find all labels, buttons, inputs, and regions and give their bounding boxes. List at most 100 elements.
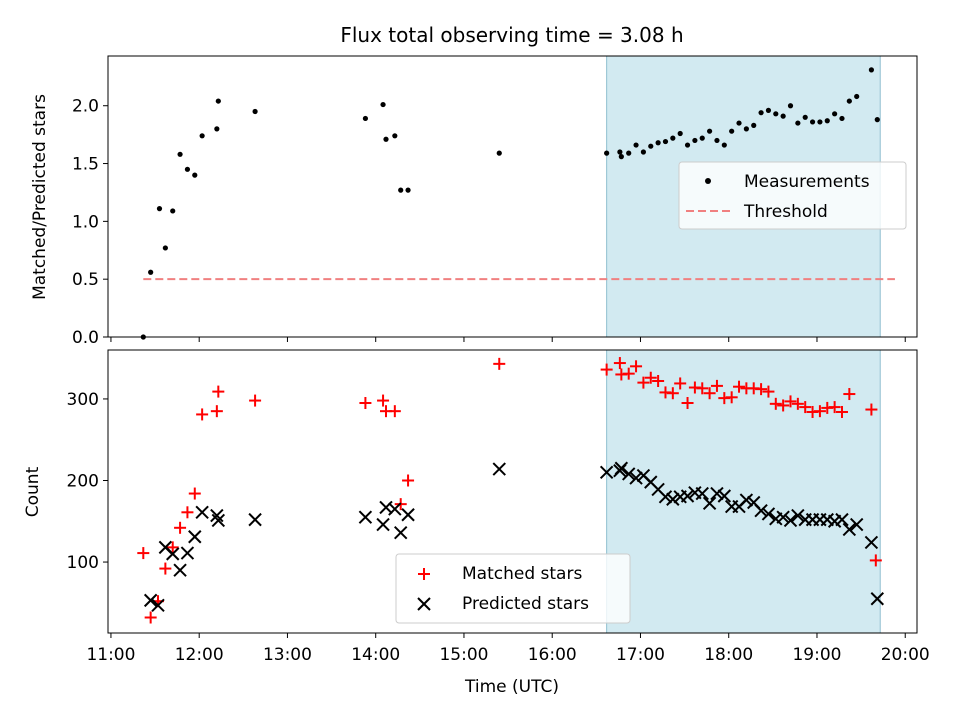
legend-measurements-marker <box>705 178 711 184</box>
predicted-star-point <box>658 490 673 504</box>
measurement-point <box>170 208 176 214</box>
x-tick-label: 19:00 <box>792 645 841 665</box>
measurement-point <box>156 206 163 212</box>
x-tick-label: 15:00 <box>439 645 488 665</box>
x-tick-label: 12:00 <box>175 645 224 665</box>
x-tick-label: 20:00 <box>881 645 930 665</box>
measurement-point <box>874 117 880 123</box>
bottom-axes-frame <box>107 349 918 634</box>
predicted-star-point <box>210 508 224 523</box>
bottom-legend-box <box>395 553 631 624</box>
measurement-point <box>743 126 749 132</box>
measurement-point <box>758 110 764 116</box>
matched-star-point <box>159 562 172 575</box>
measurement-point <box>670 135 676 141</box>
measurement-point <box>662 138 669 145</box>
measurement-point <box>648 143 654 149</box>
predicted-star-point <box>358 510 373 524</box>
measurement-point <box>809 119 816 125</box>
measurement-point <box>383 136 389 142</box>
matched-star-point <box>799 401 812 414</box>
predicted-star-point <box>680 489 695 503</box>
measurement-point <box>192 172 198 178</box>
x-tick-label: 14:00 <box>351 645 400 665</box>
matched-star-point <box>696 382 709 395</box>
predicted-star-point <box>388 502 402 516</box>
predicted-star-point <box>695 486 709 501</box>
predicted-star-point <box>376 517 390 532</box>
predicted-star-point <box>717 489 732 503</box>
matched-star-point <box>210 405 223 418</box>
predicted-star-point <box>492 462 506 476</box>
predicted-star-point <box>173 563 187 577</box>
predicted-star-point <box>710 486 724 501</box>
predicted-star-point <box>211 513 226 528</box>
top-y-axis-label: Matched/Predicted stars <box>30 94 50 300</box>
top-y-tick-label: 1.5 <box>72 155 99 175</box>
matched-star-point <box>703 387 716 400</box>
predicted-star-point <box>143 593 158 608</box>
measurement-point <box>380 101 386 108</box>
measurement-points <box>140 67 880 340</box>
predicted-star-point <box>614 461 629 475</box>
matched-star-point <box>710 379 723 392</box>
x-tick-label: 17:00 <box>616 645 665 665</box>
matched-star-point <box>622 367 635 380</box>
bottom-y-tick-label: 200 <box>67 471 99 491</box>
measurement-point <box>618 154 624 160</box>
measurement-point <box>655 140 661 146</box>
predicted-star-point <box>754 503 768 518</box>
legend-predicted-marker <box>417 597 431 611</box>
measurement-point <box>215 98 221 104</box>
legend-matched-label: Matched stars <box>462 564 582 584</box>
matched-star-point <box>762 385 775 398</box>
legend-measurements-label: Measurements <box>744 172 870 192</box>
matched-star-point <box>388 405 401 418</box>
matched-star-point <box>869 554 882 567</box>
bottom-panel: 100 200 300 11:00 12:00 13:00 14:00 15:00 16:00… <box>23 349 930 697</box>
measurement-point <box>795 120 801 126</box>
bottom-y-tick-label: 100 <box>67 553 99 573</box>
matched-star-point <box>835 405 848 418</box>
matched-star-point <box>644 371 657 384</box>
matched-star-point <box>865 403 878 416</box>
matched-star-point <box>652 374 665 387</box>
predicted-star-point <box>835 512 849 527</box>
predicted-star-point <box>180 546 195 560</box>
predicted-star-point <box>842 522 857 537</box>
measurement-point <box>640 149 647 155</box>
matched-star-point <box>613 357 626 370</box>
matched-star-point <box>181 506 194 519</box>
predicted-star-point <box>166 547 180 561</box>
bottom-y-axis-label: Count <box>23 466 43 517</box>
predicted-star-point <box>151 598 165 612</box>
measurement-point <box>148 269 154 275</box>
matched-star-point <box>828 401 841 414</box>
top-y-tick-label: 0.5 <box>72 270 99 290</box>
matched-star-point <box>769 397 782 410</box>
matched-stars-points <box>137 357 882 624</box>
measurement-point <box>177 151 183 157</box>
matched-star-point <box>777 399 790 412</box>
measurement-point <box>633 142 639 148</box>
measurement-point <box>677 130 683 137</box>
matched-star-point <box>166 541 179 554</box>
measurement-point <box>846 98 852 104</box>
x-tick-label: 18:00 <box>704 645 753 665</box>
chart-title: Flux total observing time = 3.08 h <box>340 23 683 47</box>
measurement-point <box>780 113 786 119</box>
matched-star-point <box>377 394 390 407</box>
matched-star-point <box>674 377 687 390</box>
predicted-star-point <box>864 535 879 550</box>
matched-star-point <box>791 397 804 410</box>
bottom-shaded-region <box>606 349 881 634</box>
measurement-point <box>721 142 727 148</box>
top-y-ticks: 0.0 0.5 1.0 1.5 2.0 <box>72 97 108 348</box>
predicted-star-point <box>629 471 643 485</box>
matched-star-point <box>843 388 856 401</box>
x-tick-label: 16:00 <box>528 645 577 665</box>
measurement-point <box>714 137 720 144</box>
matched-star-point <box>755 383 768 396</box>
measurement-point <box>868 67 875 73</box>
